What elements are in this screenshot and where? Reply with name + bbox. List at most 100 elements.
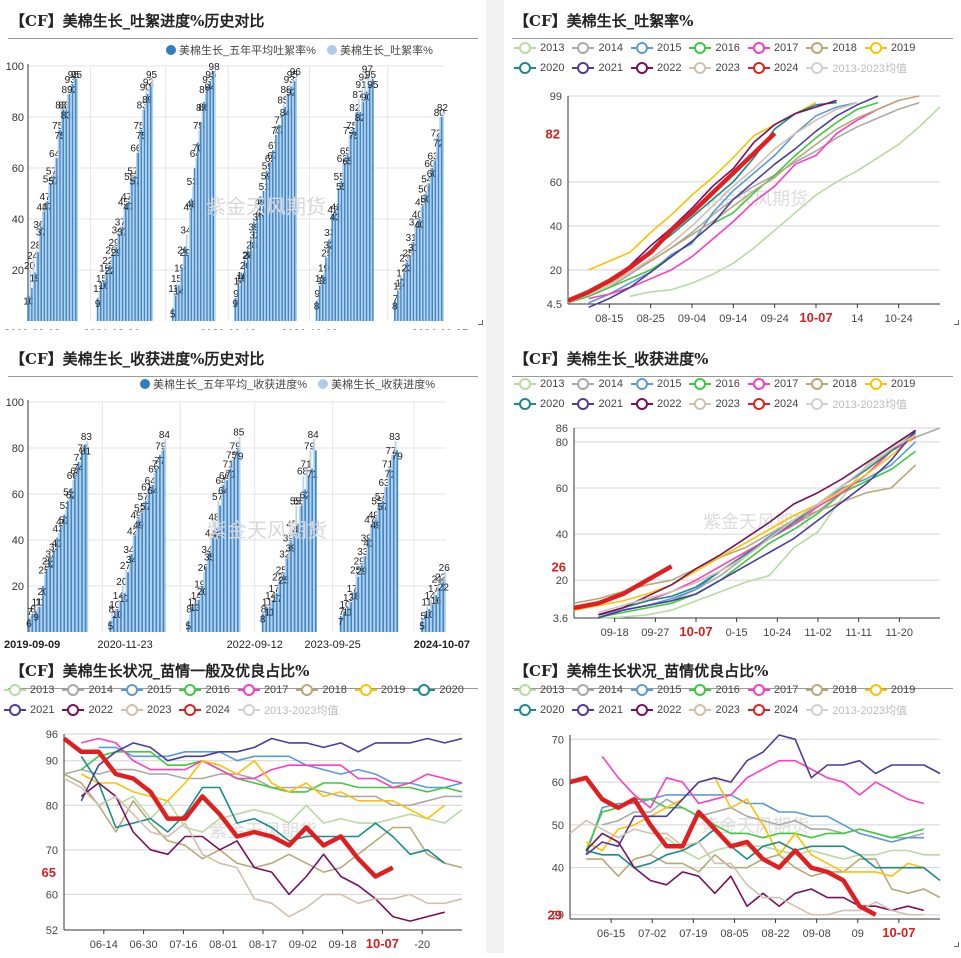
legend-item-2015[interactable]: 2015: [630, 374, 681, 394]
bar-actual: [251, 249, 254, 321]
bar-avg: [290, 86, 293, 322]
legend-item-2023[interactable]: 2023: [689, 394, 740, 414]
legend-item-2018[interactable]: 2018: [806, 38, 857, 58]
legend-item-2022[interactable]: 2022: [62, 700, 113, 720]
data-label: 11: [35, 598, 46, 609]
data-label: 8: [260, 615, 266, 626]
legend-item-2014[interactable]: 2014: [572, 374, 623, 394]
legend-circle-icon: [689, 378, 712, 390]
legend-item-2016[interactable]: 2016: [689, 680, 740, 700]
legend-item-2018[interactable]: 2018: [806, 374, 857, 394]
legend-item-2013[interactable]: 2013: [514, 680, 564, 700]
legend-item-2018[interactable]: 2018: [806, 680, 857, 700]
legend-item-2013[interactable]: 2013: [514, 374, 564, 394]
legend-item-2019[interactable]: 2019: [864, 38, 915, 58]
data-label: 11: [421, 598, 432, 609]
bar-avg: [59, 526, 62, 632]
legend-item-2021[interactable]: 2021: [4, 700, 54, 720]
data-label: 14: [265, 591, 277, 602]
legend-item-actual[interactable]: 美棉生长_吐絮率%: [326, 40, 433, 60]
legend-item-2023[interactable]: 2023: [120, 700, 171, 720]
legend-item-2024[interactable]: 2024: [179, 700, 230, 720]
legend-item-2013[interactable]: 2013: [514, 38, 564, 58]
legend-item-2016[interactable]: 2016: [179, 680, 230, 700]
legend-item-2024[interactable]: 2024: [747, 58, 798, 78]
bar-actual: [302, 475, 305, 632]
legend-label: 2023: [715, 704, 740, 716]
bar-actual: [257, 221, 260, 321]
data-label: 95: [146, 70, 158, 81]
bar-actual: [341, 615, 344, 632]
legend-item-2013-2023均值[interactable]: 2013-2023均值: [806, 58, 907, 78]
legend-item-2020[interactable]: 2020: [514, 58, 564, 78]
bar-avg: [261, 613, 264, 632]
legend-item-actual[interactable]: 美棉生长_收获进度%: [318, 374, 435, 394]
bar-actual: [207, 83, 210, 321]
bar-actual: [274, 592, 276, 632]
data-label: 64: [147, 486, 159, 497]
legend-circle-icon: [62, 684, 85, 696]
x-tick-label: 08-15: [595, 313, 623, 325]
data-label: 57: [375, 492, 387, 503]
legend-item-2022[interactable]: 2022: [630, 700, 681, 720]
legend-item-2023[interactable]: 2023: [689, 58, 740, 78]
bar-actual: [153, 473, 156, 632]
legend-item-2014[interactable]: 2014: [572, 38, 623, 58]
legend-item-2022[interactable]: 2022: [630, 58, 681, 78]
data-label: 29: [180, 248, 192, 259]
y-tick-label: 60: [550, 177, 562, 189]
legend-item-2023[interactable]: 2023: [689, 700, 740, 720]
legend-item-2018[interactable]: 2018: [296, 680, 347, 700]
resize-handle-icon[interactable]: [954, 942, 959, 947]
legend-item-2015[interactable]: 2015: [120, 680, 171, 700]
legend-item-2021[interactable]: 2021: [572, 58, 623, 78]
resize-handle-icon[interactable]: [954, 320, 959, 325]
bar-avg: [243, 259, 246, 321]
legend-item-2013-2023均值[interactable]: 2013-2023均值: [806, 394, 907, 414]
bar-actual: [43, 574, 46, 632]
legend-item-2019[interactable]: 2019: [864, 374, 915, 394]
bar-avg: [148, 491, 151, 632]
data-label: 25: [321, 248, 333, 259]
legend-item-2013[interactable]: 2013: [4, 680, 54, 700]
bar-actual: [369, 523, 372, 632]
legend-item-2016[interactable]: 2016: [689, 374, 740, 394]
legend-item-2024[interactable]: 2024: [747, 700, 798, 720]
legend-item-2020[interactable]: 2020: [514, 700, 564, 720]
legend-item-2017[interactable]: 2017: [747, 374, 798, 394]
legend-item-2014[interactable]: 2014: [572, 680, 623, 700]
legend-label: 2013-2023均值: [832, 63, 908, 75]
legend-item-2016[interactable]: 2016: [689, 38, 740, 58]
bar-avg: [253, 221, 255, 321]
legend-item-2017[interactable]: 2017: [747, 38, 798, 58]
legend-item-avg[interactable]: 美棉生长_五年平均吐絮率%: [166, 40, 316, 60]
legend-item-2014[interactable]: 2014: [62, 680, 113, 700]
y-tick-label: 20: [12, 265, 24, 277]
legend-label: 2013: [540, 42, 565, 54]
legend-item-2019[interactable]: 2019: [354, 680, 405, 700]
series-line-2021: [598, 429, 917, 619]
legend-item-2015[interactable]: 2015: [630, 680, 681, 700]
legend-item-2020[interactable]: 2020: [413, 680, 464, 700]
legend-item-avg[interactable]: 美棉生长_五年平均_收获进度%: [140, 374, 307, 394]
legend-item-2013-2023均值[interactable]: 2013-2023均值: [806, 700, 907, 720]
legend-item-2022[interactable]: 2022: [630, 394, 681, 414]
legend-item-2017[interactable]: 2017: [237, 680, 288, 700]
legend-item-2024[interactable]: 2024: [747, 394, 798, 414]
bar-avg: [428, 609, 431, 632]
data-label: 34: [112, 225, 124, 236]
legend-item-2021[interactable]: 2021: [572, 700, 623, 720]
legend-item-2020[interactable]: 2020: [514, 394, 564, 414]
x-tick-label: 09-24: [761, 313, 789, 325]
legend-item-2019[interactable]: 2019: [864, 680, 915, 700]
legend-circle-icon: [514, 378, 536, 390]
title-divider: [8, 376, 478, 377]
legend-item-2021[interactable]: 2021: [572, 394, 623, 414]
bar-avg: [159, 454, 161, 632]
legend-circle-icon: [747, 62, 770, 74]
legend-item-2015[interactable]: 2015: [630, 38, 681, 58]
legend-item-2017[interactable]: 2017: [747, 680, 798, 700]
resize-handle-icon[interactable]: [478, 320, 483, 325]
legend-item-2013-2023均值[interactable]: 2013-2023均值: [237, 700, 339, 720]
legend-circle-icon: [864, 684, 887, 696]
